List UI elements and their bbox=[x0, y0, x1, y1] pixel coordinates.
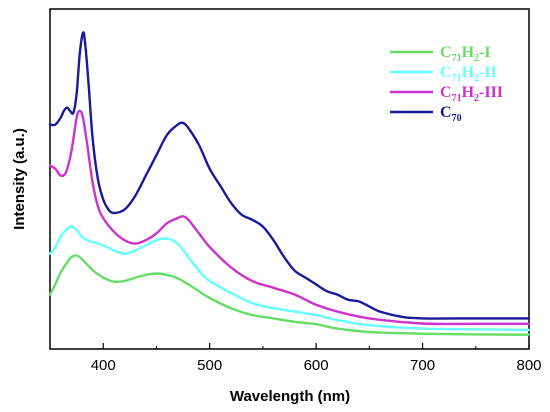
x-tick-label: 800 bbox=[516, 357, 541, 374]
legend-label-2: C71H2-II bbox=[440, 64, 497, 84]
x-tick-label: 400 bbox=[91, 357, 116, 374]
legend-label-4: C70 bbox=[440, 104, 462, 124]
series-line-3 bbox=[48, 109, 531, 326]
series-line-1 bbox=[48, 254, 531, 336]
x-axis-title: Wavelength (nm) bbox=[230, 388, 350, 405]
x-tick-label: 600 bbox=[304, 357, 329, 374]
series-line-2 bbox=[48, 225, 531, 332]
series-line-4 bbox=[48, 31, 531, 320]
plot-frame bbox=[49, 8, 530, 350]
y-axis-title: Intensity (a.u.) bbox=[11, 128, 28, 230]
legend-label-1: C71H2-I bbox=[440, 44, 491, 64]
legend-label-3: C71H2-III bbox=[440, 84, 503, 104]
x-tick-label: 700 bbox=[410, 357, 435, 374]
x-axis-ticks: 400 500 600 700 800 bbox=[49, 343, 542, 374]
x-tick-label: 500 bbox=[197, 357, 222, 374]
series-layer bbox=[48, 31, 531, 336]
